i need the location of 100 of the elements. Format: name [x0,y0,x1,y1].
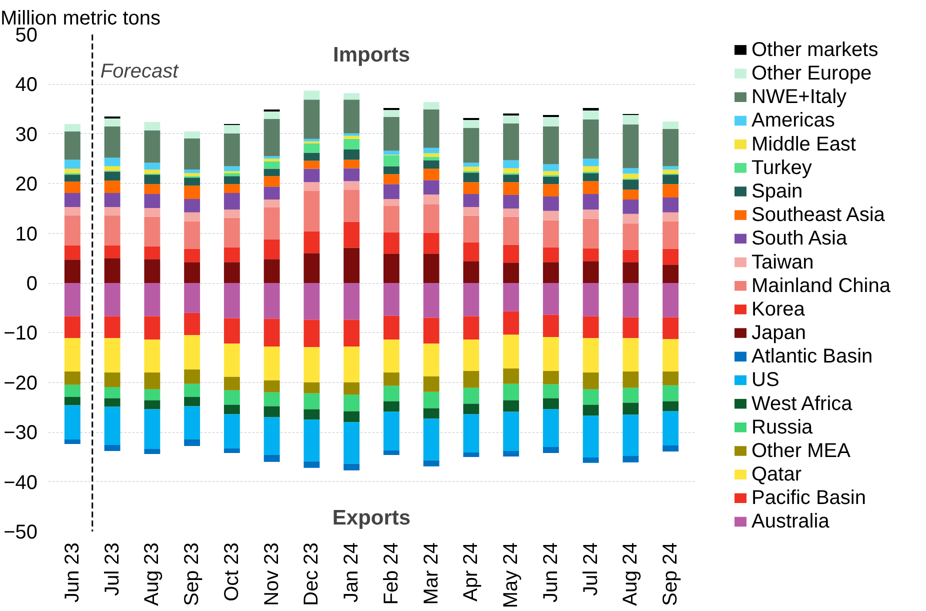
bar [622,456,639,462]
bar [144,246,160,260]
bar [463,404,480,414]
bar [662,174,679,184]
bar [104,445,120,451]
bar [622,402,639,415]
bar [184,131,200,138]
bar [344,222,360,248]
bar [542,262,559,283]
bar [582,283,599,316]
bar [224,218,240,248]
bar [423,318,440,344]
bar [503,412,520,451]
bar [264,392,280,406]
bar [542,409,559,448]
bar [344,93,360,100]
bar [344,100,360,134]
bar [662,446,679,452]
bar [463,340,480,371]
bar [423,283,440,318]
y-tick-label: 10 [15,223,38,246]
bar [542,196,559,211]
bar [224,318,240,344]
bar [64,283,80,316]
bar [622,283,639,318]
bar [622,168,639,174]
bar [184,170,200,174]
bar [264,454,280,462]
bar [304,409,320,420]
bar [224,414,240,448]
bar [383,450,400,455]
bar [264,161,280,169]
bar [304,191,320,232]
bar [344,422,360,464]
bar [662,212,679,222]
bar [503,195,520,208]
legend-label: Mainland China [752,274,892,297]
bar [423,102,440,110]
bar [64,260,80,283]
y-tick-label: 40 [15,74,38,96]
bar [662,411,679,446]
x-tick-label: Sep 24 [660,542,682,606]
bar [503,208,520,217]
bar [662,170,679,174]
bar [344,190,360,222]
bar [224,133,240,166]
bar [582,389,599,405]
bar [662,198,679,212]
bar [344,138,360,150]
legend-label: Southeast Asia [752,204,886,226]
bar [144,340,160,372]
bar [264,380,280,392]
bar [264,176,280,187]
bar [64,215,80,246]
bar [64,440,80,444]
bar [503,450,520,456]
bar [423,153,440,157]
bar [184,406,200,440]
bar [582,404,599,416]
bar [463,283,480,316]
bar [463,162,480,167]
bar [542,171,559,176]
bar [224,247,240,262]
bar [622,190,639,200]
bar [104,406,120,446]
bar [463,388,480,404]
bar [582,209,599,219]
bar [662,317,679,340]
bar [184,283,200,313]
bar [582,218,599,248]
y-tick-label: −50 [4,522,38,544]
bar [184,178,200,186]
bar [662,248,679,265]
bar [423,460,440,466]
annotation: Imports [332,44,410,66]
bar [264,156,280,159]
bar [582,338,599,372]
bar [542,447,559,453]
bar [304,461,320,468]
bar [503,160,520,168]
bar [304,253,320,283]
bar [423,232,440,254]
bar [542,283,559,315]
y-tick-label: 0 [26,273,38,295]
bar [383,254,400,283]
bar [463,242,480,262]
bar [144,449,160,454]
bar [662,283,679,318]
bar [304,182,320,192]
bar [582,158,599,166]
bar [184,335,200,370]
bar [503,368,520,384]
bar [344,382,360,395]
bar [184,396,200,406]
bar [144,372,160,390]
legend-label: Spain [752,180,803,202]
legend-label: Other Europe [752,62,872,85]
bar [104,283,120,316]
bar [463,316,480,340]
bar [184,173,200,176]
